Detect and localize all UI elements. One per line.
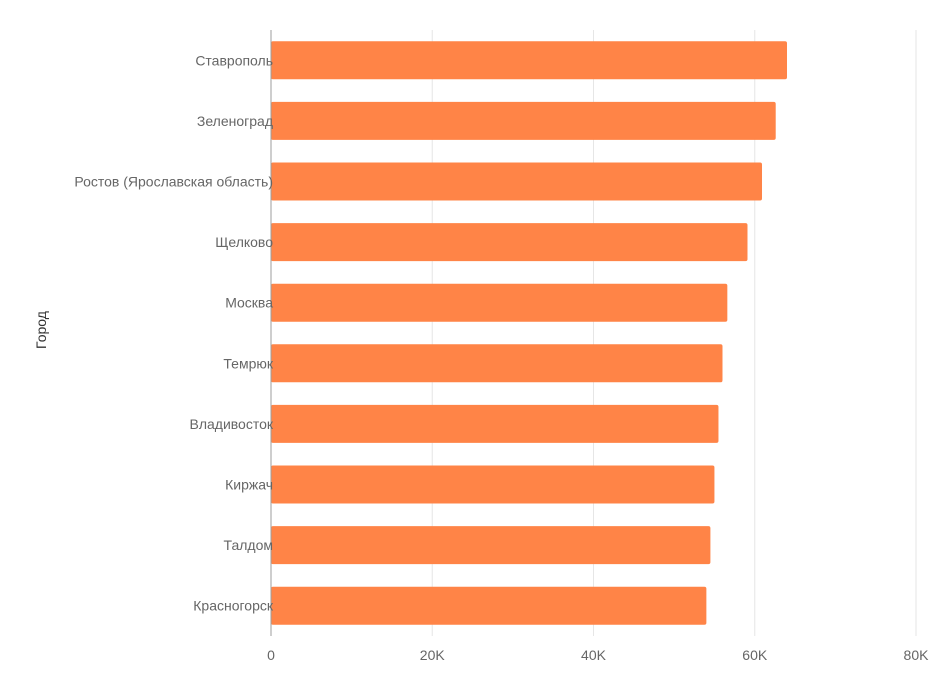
bars [271,41,787,625]
labels: Ставрополь Зеленоград Ростов (Ярославская … [74,52,929,663]
bar [271,41,787,80]
bar [271,223,748,262]
y-tick-label: Ставрополь [195,52,273,68]
bar [271,162,763,201]
bar [271,404,719,443]
x-tick-label: 60K [742,647,768,663]
y-tick-label: Владивосток [189,416,273,432]
bar [271,526,711,565]
y-tick-label: Темрюк [223,355,273,371]
bar [271,283,728,322]
y-tick-label: Талдом [224,537,273,553]
y-axis-title: Город [33,311,49,349]
y-tick-label: Киржач [225,477,273,493]
x-tick-label: 20K [420,647,446,663]
x-tick-label: 0 [267,647,275,663]
bar [271,586,707,625]
y-tick-label: Красногорск [193,598,274,614]
x-tick-label: 40K [581,647,607,663]
bar [271,465,715,504]
x-tick-label: 80K [904,647,930,663]
y-tick-label: Щелково [215,234,273,250]
bar [271,101,776,140]
y-tick-label: Ростов (Ярославская область) [74,174,273,190]
y-tick-label: Москва [225,295,273,311]
y-tick-label: Зеленоград [197,113,273,129]
bar [271,344,723,383]
